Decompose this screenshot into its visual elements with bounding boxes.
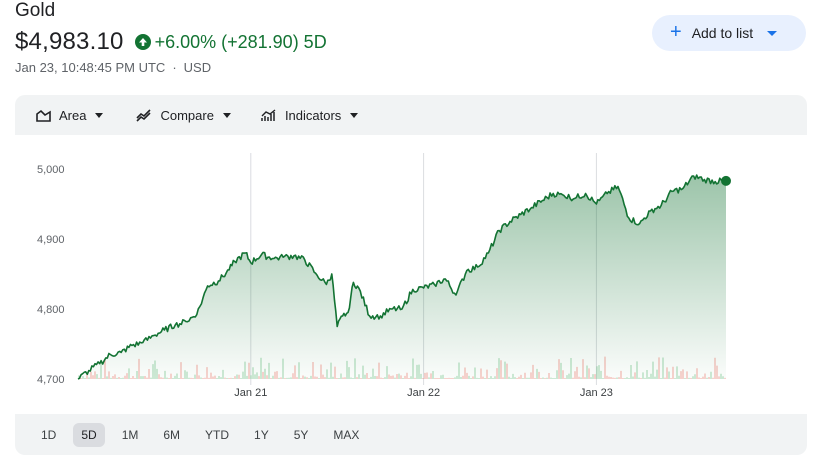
x-tick-label: Jan 22 xyxy=(407,387,440,399)
y-tick-label: 4,800 xyxy=(37,304,65,316)
range-6m[interactable]: 6M xyxy=(163,427,181,442)
range-5y[interactable]: 5Y xyxy=(293,427,309,442)
chart-toolbar: Area Compare Indicators xyxy=(15,95,807,135)
plus-icon: + xyxy=(670,21,682,43)
last-price-marker xyxy=(721,175,731,186)
x-tick-label: Jan 21 xyxy=(234,387,267,399)
quote-timestamp: Jan 23, 10:48:45 PM UTC xyxy=(15,60,166,75)
price-row: $4,983.10 +6.00% (+281.90) 5D xyxy=(15,28,327,56)
asset-title: Gold xyxy=(15,0,56,21)
indicators-button[interactable]: Indicators xyxy=(261,107,359,123)
chart-panel: Area Compare Indicators xyxy=(15,95,807,455)
range-ytd[interactable]: YTD xyxy=(205,427,230,442)
chart-type-label: Area xyxy=(59,107,87,123)
chevron-down-icon xyxy=(767,30,778,36)
current-price: $4,983.10 xyxy=(15,28,124,55)
change-text: +6.00% (+281.90) 5D xyxy=(154,31,327,52)
range-5d[interactable]: 5D xyxy=(73,422,105,447)
range-1m[interactable]: 1M xyxy=(121,427,139,442)
compare-button[interactable]: Compare xyxy=(136,107,231,123)
add-to-list-label: Add to list xyxy=(691,25,754,41)
caret-down-icon xyxy=(350,112,359,118)
add-to-list-button[interactable]: + Add to list xyxy=(652,15,806,51)
indicators-icon xyxy=(261,108,276,121)
price-chart[interactable]: 4,700 4,800 4,900 5,000 Jan 21 Jan 22 Jan 23 xyxy=(15,135,807,414)
indicators-label: Indicators xyxy=(284,107,342,123)
range-1d[interactable]: 1D xyxy=(41,427,57,442)
x-tick-label: Jan 23 xyxy=(580,387,613,399)
chart-svg: 4,700 4,800 4,900 5,000 Jan 21 Jan 22 Jan 23 xyxy=(37,153,731,399)
separator-dot: · xyxy=(172,60,177,75)
quote-meta: Jan 23, 10:48:45 PM UTC · USD xyxy=(15,60,211,75)
range-max[interactable]: MAX xyxy=(333,427,360,442)
caret-down-icon xyxy=(222,112,231,118)
price-line xyxy=(77,174,727,380)
arrow-up-icon xyxy=(134,34,151,50)
compare-icon xyxy=(136,108,152,122)
caret-down-icon xyxy=(95,112,104,118)
quote-currency: USD xyxy=(183,60,212,75)
y-tick-label: 4,700 xyxy=(37,374,65,386)
price-area-fill xyxy=(78,175,726,379)
y-tick-label: 4,900 xyxy=(37,234,65,246)
range-1y[interactable]: 1Y xyxy=(254,427,269,442)
chart-type-button[interactable]: Area xyxy=(36,107,104,123)
price-change: +6.00% (+281.90) 5D xyxy=(134,31,327,53)
time-range-selector: 1D 5D 1M 6M YTD 1Y 5Y MAX xyxy=(15,414,807,455)
y-tick-label: 5,000 xyxy=(37,164,65,176)
compare-label: Compare xyxy=(160,107,214,123)
area-chart-icon xyxy=(36,109,51,122)
